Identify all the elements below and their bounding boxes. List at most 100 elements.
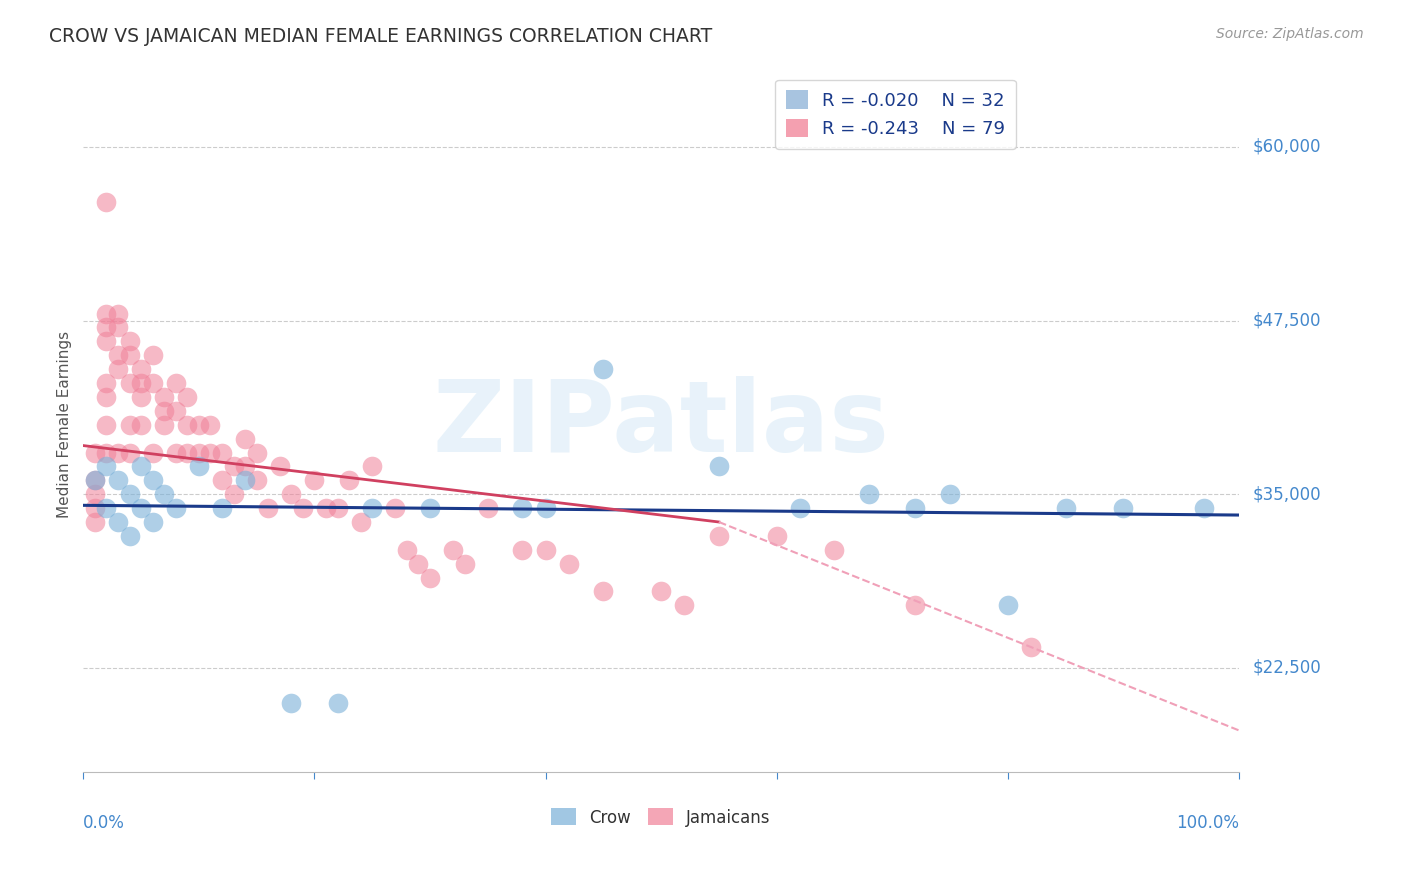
Point [96,334,118,349]
Point [246,445,269,459]
Point [997,599,1019,613]
Point [118,334,141,349]
Point [419,570,441,584]
Point [280,696,302,710]
Point [96,445,118,459]
Text: 0.0%: 0.0% [83,814,125,831]
Point [361,459,384,474]
Text: $47,500: $47,500 [1253,311,1322,329]
Text: Source: ZipAtlas.com: Source: ZipAtlas.com [1216,27,1364,41]
Point [592,362,614,376]
Point [1112,501,1135,516]
Point [904,501,927,516]
Point [211,445,233,459]
Text: ZIPatlas: ZIPatlas [433,376,890,474]
Point [211,473,233,487]
Point [96,417,118,432]
Point [939,487,962,501]
Point [118,376,141,390]
Point [176,445,198,459]
Point [107,307,129,321]
Text: $35,000: $35,000 [1253,485,1322,503]
Point [118,445,141,459]
Point [187,459,209,474]
Point [165,404,187,418]
Point [118,417,141,432]
Point [233,459,256,474]
Point [280,487,302,501]
Point [257,501,280,516]
Point [83,487,105,501]
Point [129,417,152,432]
Point [129,376,152,390]
Point [129,390,152,404]
Point [107,320,129,334]
Point [222,459,245,474]
Point [96,320,118,334]
Point [129,501,152,516]
Point [83,473,105,487]
Point [153,417,176,432]
Y-axis label: Median Female Earnings: Median Female Earnings [58,331,72,518]
Point [142,376,165,390]
Point [395,542,418,557]
Point [96,307,118,321]
Point [200,445,222,459]
Point [326,501,349,516]
Legend: Crow, Jamaicans: Crow, Jamaicans [544,802,778,833]
Point [129,362,152,376]
Point [707,529,730,543]
Point [165,445,187,459]
Point [1054,501,1077,516]
Point [246,473,269,487]
Point [858,487,880,501]
Point [349,515,371,529]
Point [233,473,256,487]
Point [96,195,118,210]
Point [304,473,326,487]
Point [419,501,441,516]
Point [107,348,129,362]
Point [512,542,534,557]
Point [107,515,129,529]
Point [176,417,198,432]
Point [361,501,384,516]
Point [673,599,696,613]
Point [83,445,105,459]
Point [96,376,118,390]
Point [408,557,430,571]
Point [118,529,141,543]
Point [142,515,165,529]
Point [453,557,475,571]
Point [96,390,118,404]
Point [83,501,105,516]
Point [142,473,165,487]
Point [96,459,118,474]
Point [765,529,787,543]
Point [153,390,176,404]
Point [592,584,614,599]
Point [107,473,129,487]
Point [534,501,557,516]
Point [107,362,129,376]
Point [233,432,256,446]
Point [96,501,118,516]
Point [187,417,209,432]
Point [129,459,152,474]
Point [1192,501,1215,516]
Point [337,473,360,487]
Point [1019,640,1042,654]
Point [211,501,233,516]
Text: $60,000: $60,000 [1253,138,1322,156]
Point [291,501,314,516]
Point [326,696,349,710]
Point [315,501,337,516]
Point [176,390,198,404]
Point [650,584,672,599]
Point [118,348,141,362]
Point [823,542,845,557]
Point [142,445,165,459]
Point [142,348,165,362]
Point [222,487,245,501]
Point [789,501,811,516]
